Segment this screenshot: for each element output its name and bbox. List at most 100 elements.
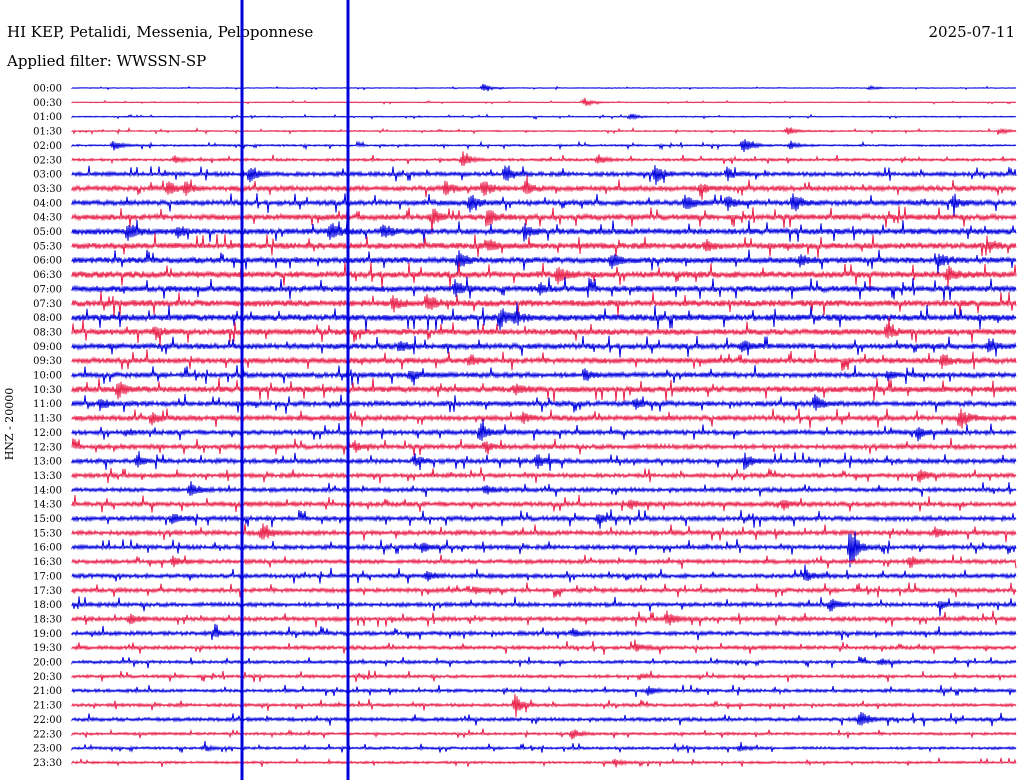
time-tick-label: 16:30 — [33, 557, 62, 568]
time-tick-label: 04:30 — [33, 213, 62, 224]
trace-line-1730 — [71, 582, 1017, 598]
time-tick-label: 07:30 — [33, 299, 62, 310]
trace-line-1000 — [71, 365, 1017, 386]
time-tick-label: 11:00 — [33, 399, 62, 410]
time-tick-label: 21:00 — [33, 686, 62, 697]
time-tick-label: 03:30 — [33, 184, 62, 195]
time-tick-label: 19:30 — [33, 643, 62, 654]
trace-line-2200 — [71, 711, 1017, 727]
trace-line-1800 — [71, 596, 1017, 617]
time-tick-label: 18:00 — [33, 600, 62, 611]
trace-line-2230 — [71, 728, 1017, 740]
trace-line-2330 — [71, 757, 1017, 768]
time-tick-label: 01:00 — [33, 112, 62, 123]
trace-line-1430 — [71, 494, 1017, 513]
trace-line-1930 — [71, 639, 1017, 655]
trace-line-0600 — [71, 249, 1017, 275]
time-tick-label: 20:00 — [33, 658, 62, 669]
y-axis-label: HNZ - 20000 — [3, 388, 16, 461]
trace-line-2100 — [71, 684, 1017, 697]
trace-line-1700 — [71, 564, 1017, 584]
filter-label: Applied filter: WWSSN-SP — [6, 52, 206, 70]
time-tick-label: 02:30 — [33, 155, 62, 166]
time-tick-label: 01:30 — [33, 127, 62, 138]
time-tick-label: 20:30 — [33, 672, 62, 683]
trace-line-0330 — [71, 175, 1017, 200]
time-tick-label: 10:30 — [33, 385, 62, 396]
trace-line-0500 — [71, 219, 1017, 244]
trace-line-0100 — [71, 113, 1017, 121]
trace-line-1630 — [71, 554, 1017, 569]
time-tick-label: 08:00 — [33, 313, 62, 324]
trace-line-0430 — [71, 205, 1017, 235]
time-tick-label: 12:00 — [33, 428, 62, 439]
time-tick-label: 09:00 — [33, 342, 62, 353]
time-tick-label: 16:00 — [33, 543, 62, 554]
trace-line-0000 — [71, 83, 1017, 92]
trace-line-0700 — [71, 276, 1017, 301]
trace-line-1400 — [71, 481, 1017, 497]
trace-line-1100 — [71, 393, 1017, 414]
time-tick-label: 07:00 — [33, 284, 62, 295]
station-title: HI KEP, Petalidi, Messenia, Peloponnese — [7, 23, 313, 41]
spike-lines — [240, 0, 350, 780]
trace-line-1600 — [71, 531, 1017, 568]
time-tick-label: 11:30 — [33, 414, 62, 425]
time-tick-label: 18:30 — [33, 614, 62, 625]
time-tick-label: 06:30 — [33, 270, 62, 281]
trace-line-2130 — [71, 693, 1017, 718]
time-tick-label: 23:00 — [33, 744, 62, 755]
trace-line-0900 — [71, 335, 1017, 358]
time-tick-label: 12:30 — [33, 442, 62, 453]
time-tick-label: 17:00 — [33, 571, 62, 582]
trace-line-0800 — [71, 302, 1017, 332]
trace-line-0300 — [71, 165, 1017, 185]
time-tick-label: 22:30 — [33, 729, 62, 740]
trace-line-1030 — [71, 377, 1017, 402]
trace-line-0930 — [71, 349, 1017, 371]
time-tick-label: 14:30 — [33, 500, 62, 511]
trace-line-0630 — [71, 262, 1017, 288]
time-tick-label: 00:00 — [33, 84, 62, 95]
trace-line-0200 — [71, 139, 1017, 152]
time-tick-label: 00:30 — [33, 98, 62, 109]
time-tick-label: 15:30 — [33, 528, 62, 539]
trace-line-1300 — [71, 451, 1017, 471]
time-tick-labels: 00:00 00:30 01:00 01:30 02:00 02:30 03:00 03:30… — [33, 84, 62, 769]
time-tick-label: 10:00 — [33, 371, 62, 382]
trace-line-2000 — [71, 656, 1017, 669]
trace-line-0130 — [71, 126, 1017, 136]
time-tick-label: 05:30 — [33, 241, 62, 252]
trace-line-2030 — [71, 670, 1017, 683]
trace-line-1900 — [71, 623, 1017, 641]
trace-line-1130 — [71, 408, 1017, 429]
time-tick-label: 21:30 — [33, 701, 62, 712]
time-tick-label: 22:00 — [33, 715, 62, 726]
time-tick-label: 13:00 — [33, 457, 62, 468]
time-tick-label: 23:30 — [33, 758, 62, 769]
time-tick-label: 13:30 — [33, 471, 62, 482]
time-tick-label: 17:30 — [33, 586, 62, 597]
trace-line-1830 — [71, 610, 1017, 628]
trace-line-0830 — [71, 316, 1017, 347]
trace-line-0400 — [71, 193, 1017, 218]
time-tick-label: 06:00 — [33, 256, 62, 267]
time-tick-label: 14:00 — [33, 485, 62, 496]
time-tick-label: 03:00 — [33, 170, 62, 181]
trace-line-1200 — [71, 419, 1017, 442]
trace-line-0530 — [71, 233, 1017, 259]
trace-line-2300 — [71, 740, 1017, 754]
trace-line-0030 — [71, 97, 1017, 107]
time-tick-label: 19:00 — [33, 629, 62, 640]
time-tick-label: 04:00 — [33, 198, 62, 209]
time-tick-label: 05:00 — [33, 227, 62, 238]
trace-line-1530 — [71, 523, 1017, 543]
time-tick-label: 08:30 — [33, 327, 62, 338]
date-label: 2025-07-11 — [929, 23, 1015, 41]
time-tick-label: 02:00 — [33, 141, 62, 152]
trace-line-0230 — [71, 151, 1017, 167]
time-tick-label: 15:00 — [33, 514, 62, 525]
trace-line-1330 — [71, 467, 1017, 484]
time-tick-label: 09:30 — [33, 356, 62, 367]
